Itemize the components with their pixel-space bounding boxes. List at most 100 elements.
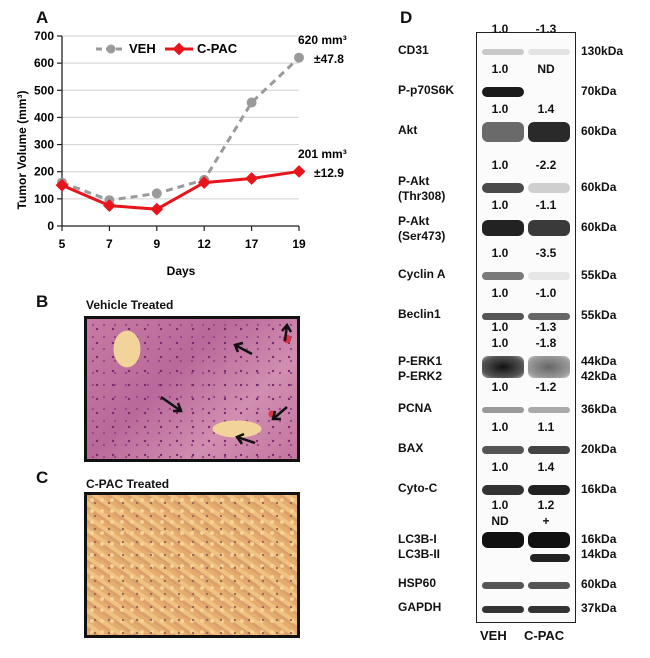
x-tick-label: 12	[198, 237, 212, 251]
blot-value-cpac: -3.5	[535, 246, 557, 260]
panel-letter-c: C	[36, 468, 49, 487]
blot-value-veh: 1.0	[491, 62, 509, 76]
annotation-cpac-error: ±12.9	[314, 166, 344, 180]
y-tick-label: 200	[34, 165, 54, 179]
blot-band-cpac	[528, 220, 570, 236]
blot-label-line1: P-Akt	[398, 174, 430, 188]
blot-band-veh	[482, 49, 524, 55]
blot-band-cpac	[528, 605, 570, 613]
blot-value-cpac: ND	[537, 62, 555, 76]
blot-label-line2: (Ser473)	[398, 229, 446, 243]
y-tick-label: 0	[47, 219, 54, 233]
blot-label-line1: Cyto-C	[398, 481, 438, 495]
blot-label: Cyto-C	[398, 481, 437, 496]
data-point-veh	[151, 188, 162, 199]
y-tick-label: 400	[34, 110, 54, 124]
blot-value-cpac: 1.4	[537, 102, 555, 116]
blot-value-veh: 1.0	[491, 286, 509, 300]
data-point-cpac	[245, 172, 258, 185]
x-axis-label: Days	[167, 264, 196, 278]
series-line-veh	[61, 56, 301, 202]
chart-grid	[62, 35, 299, 200]
blot-value-veh: 1.0	[491, 102, 509, 116]
panel-letter-a: A	[36, 8, 49, 27]
blot-value-veh: 1.0	[491, 320, 509, 334]
blot-value-cpac: 1.1	[537, 420, 555, 434]
blot-label: P-ERK1 P-ERK2	[398, 354, 442, 384]
x-tick-label: 19	[292, 237, 306, 251]
blot-band-cpac	[528, 272, 570, 280]
blot-band-cpac	[528, 312, 570, 320]
blot-band-cpac	[528, 407, 570, 413]
blot-label: LC3B-I LC3B-II	[398, 532, 440, 562]
x-tick-label: 5	[59, 237, 66, 251]
blot-kda: 130kDa	[581, 44, 624, 58]
blot-label-line1: LC3B-I	[398, 532, 437, 546]
blot-band-cpac	[528, 485, 570, 495]
blot-label-line1: CD31	[398, 43, 429, 57]
data-point-veh	[294, 52, 304, 63]
panel-letter-b: B	[36, 292, 49, 311]
data-point-cpac	[197, 176, 211, 189]
blot-kda: 16kDa	[581, 482, 617, 496]
data-point-cpac	[292, 165, 306, 178]
y-tick-label: 100	[34, 192, 54, 206]
blot-value-veh: 1.0	[491, 158, 509, 172]
blot-label-line1: Beclin1	[398, 307, 441, 321]
blot-value-cpac: -1.0	[535, 286, 557, 300]
column-label-veh: VEH	[480, 628, 507, 643]
blot-label: P-p70S6K	[398, 83, 454, 98]
blot-value-cpac-2: -1.8	[535, 336, 557, 350]
vehicle-histology-image	[84, 316, 300, 462]
annotation-veh-volume: 620 mm³	[298, 33, 347, 47]
blot-label-line2: (Thr308)	[398, 189, 446, 203]
blot-value-cpac: -1.1	[535, 198, 557, 212]
vehicle-treated-title: Vehicle Treated	[86, 298, 174, 312]
blot-kda: 55kDa	[581, 268, 617, 282]
y-tick-label: 500	[34, 83, 54, 97]
vehicle-arrows	[160, 322, 293, 445]
chart-tick-labels: 0 100 200 300 400 500 600 700 5 7 9 12 17 19	[34, 29, 306, 251]
blot-band-veh	[482, 605, 524, 613]
legend-veh-label: VEH	[129, 41, 156, 56]
y-tick-label: 300	[34, 138, 54, 152]
data-point-cpac	[150, 202, 164, 216]
blot-label-line1: BAX	[398, 441, 424, 455]
blot-label-line1: Akt	[398, 123, 418, 137]
legend-veh-marker	[106, 44, 116, 54]
blot-band-cpac	[528, 356, 570, 378]
blot-band-cpac	[528, 49, 570, 55]
blot-label: P-Akt (Ser473)	[398, 214, 445, 244]
y-axis-label: Tumor Volume (mm³)	[15, 91, 29, 210]
blot-kda: 36kDa	[581, 402, 617, 416]
blot-label: Cyclin A	[398, 267, 446, 282]
blot-label: HSP60	[398, 576, 436, 591]
blot-band-veh	[482, 581, 524, 589]
blot-value-cpac: -1.3	[535, 320, 557, 334]
blot-label-line2: LC3B-II	[398, 547, 440, 561]
blot-band-veh	[482, 446, 524, 454]
blot-kda-2: 14kDa	[581, 547, 617, 561]
blot-label-line1: GAPDH	[398, 600, 442, 614]
data-point-cpac	[55, 178, 69, 192]
blot-kda: 60kDa	[581, 124, 617, 138]
blot-band-veh	[482, 485, 524, 495]
blot-label: CD31	[398, 43, 429, 58]
annotation-cpac-volume: 201 mm³	[298, 147, 347, 161]
blot-kda: 44kDa	[581, 354, 617, 368]
blot-label-line1: PCNA	[398, 401, 433, 415]
blot-kda: 70kDa	[581, 84, 617, 98]
blot-value-cpac: 1.4	[537, 460, 555, 474]
blot-label-line2: P-ERK2	[398, 369, 443, 383]
blot-kda: 60kDa	[581, 220, 617, 234]
blot-label-line1: HSP60	[398, 576, 437, 590]
x-tick-label: 17	[245, 237, 259, 251]
blot-label: BAX	[398, 441, 423, 456]
blot-value-veh-2: 1.0	[491, 336, 509, 350]
blot-band-cpac	[528, 532, 570, 548]
blot-kda: 55kDa	[581, 308, 617, 322]
blot-label-line1: Cyclin A	[398, 267, 446, 281]
blot-label: Akt	[398, 123, 417, 138]
blot-value-cpac: -1.3	[535, 22, 557, 36]
data-point-veh	[246, 97, 257, 108]
